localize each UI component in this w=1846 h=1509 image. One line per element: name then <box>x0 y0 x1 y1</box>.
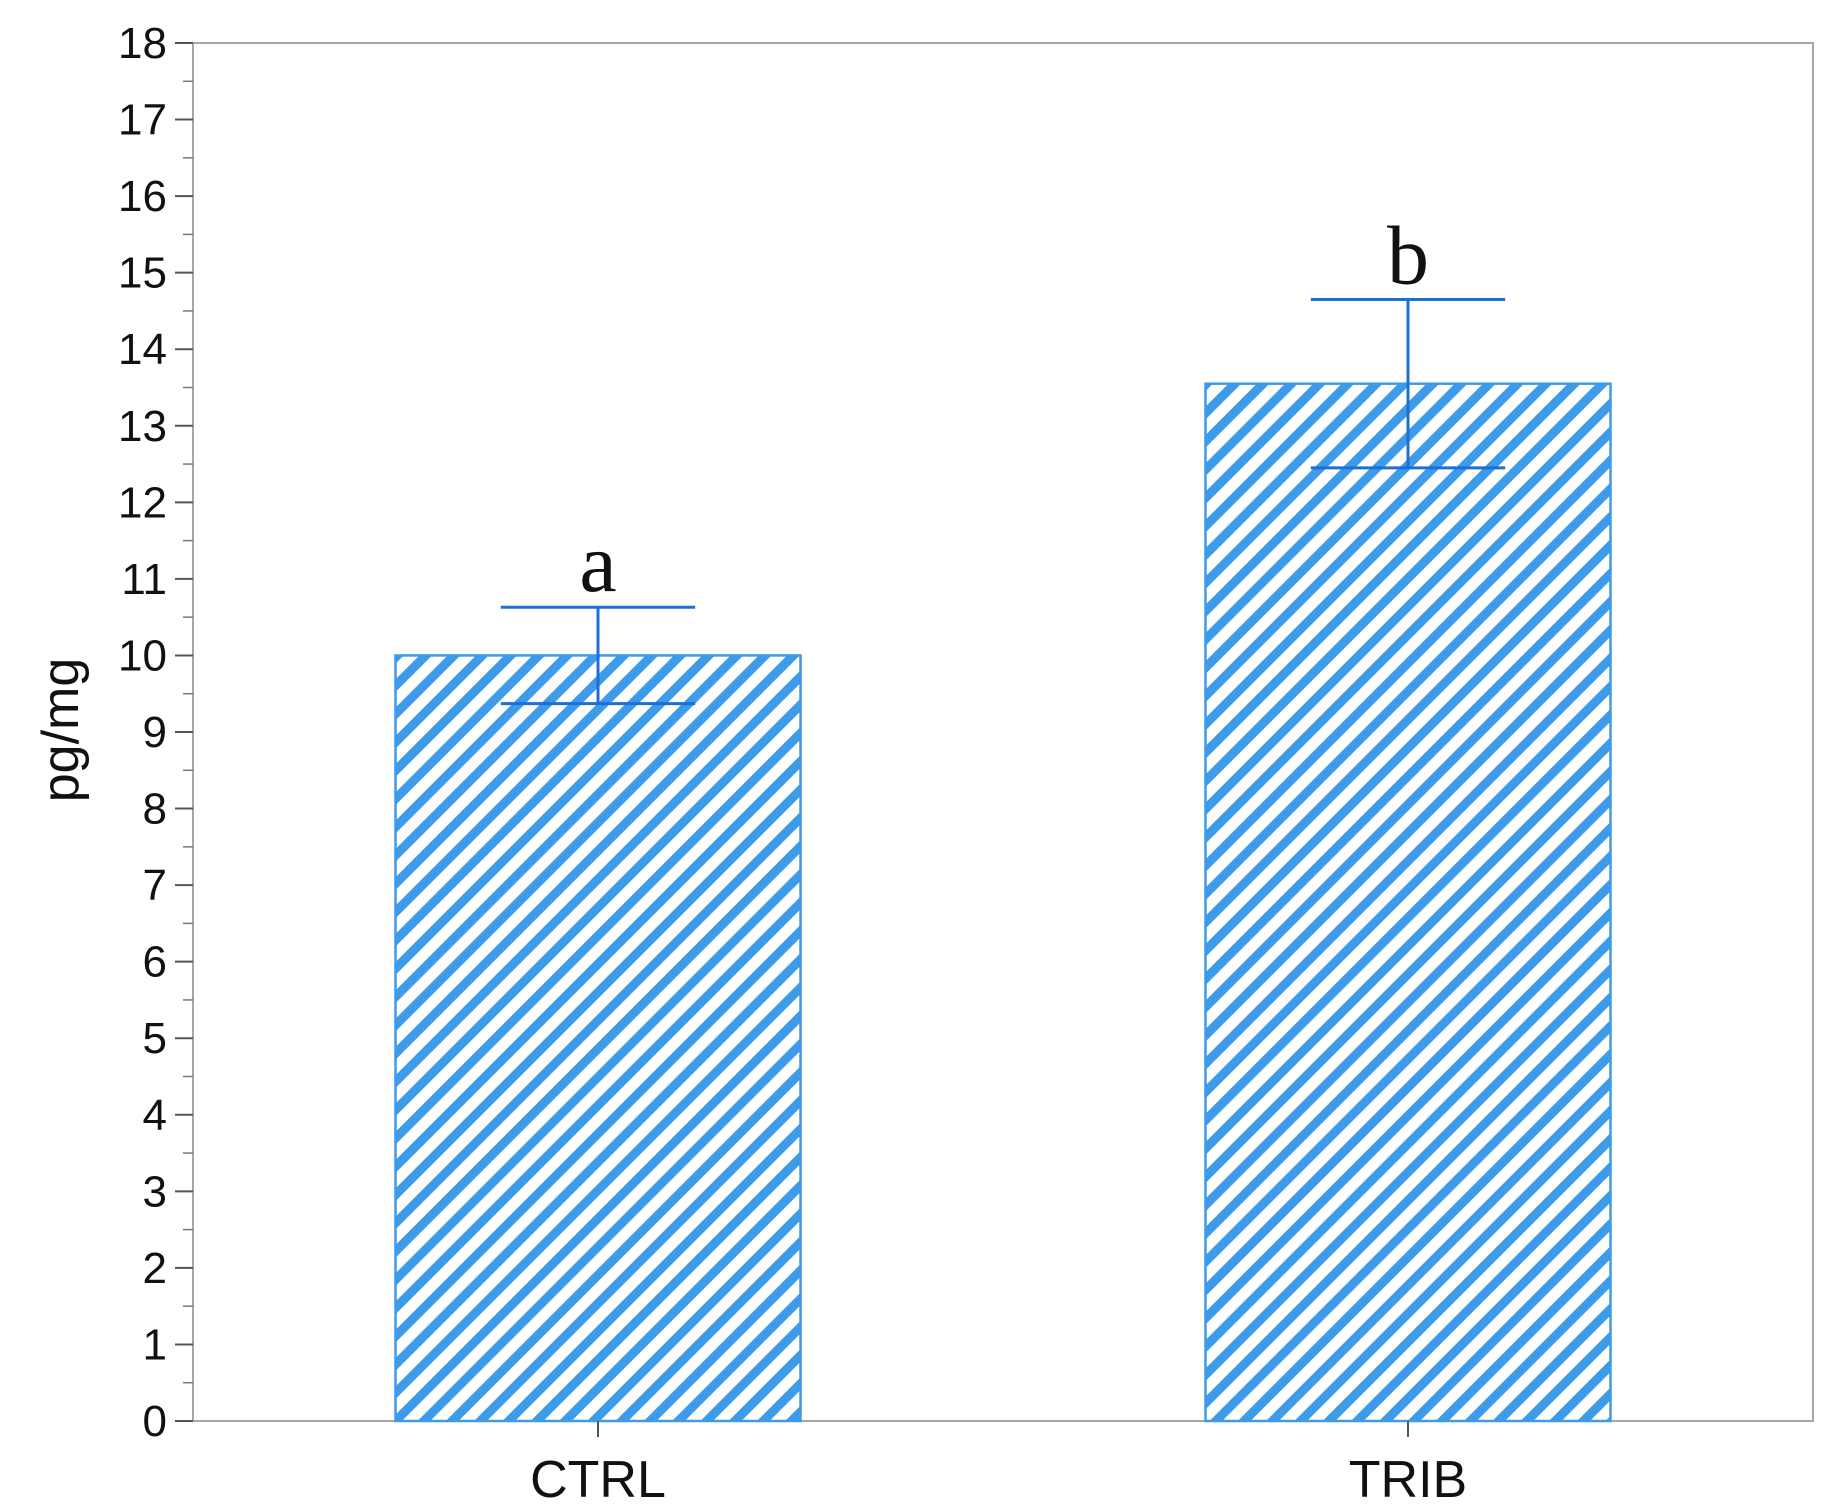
y-tick-label: 8 <box>143 785 167 834</box>
y-tick-label: 17 <box>118 96 167 145</box>
x-tick-label-ctrl: CTRL <box>530 1451 666 1509</box>
y-tick-label: 4 <box>143 1091 167 1140</box>
error-bars <box>500 297 1506 706</box>
y-axis-title: pg/mg <box>32 658 90 803</box>
bar-ctrl <box>394 654 802 1423</box>
x-tick-label-trib: TRIB <box>1349 1451 1467 1509</box>
significance-label-trib: b <box>1387 209 1429 302</box>
y-tick-label: 6 <box>143 938 167 987</box>
y-tick-label: 9 <box>143 708 167 757</box>
y-tick-label: 7 <box>143 861 167 910</box>
y-tick-label: 11 <box>121 555 167 604</box>
y-tick-label: 10 <box>118 631 167 680</box>
bar-trib <box>1204 382 1612 1423</box>
y-tick-label: 15 <box>118 249 167 298</box>
y-tick-label: 12 <box>118 478 167 527</box>
y-tick-label: 16 <box>118 172 167 221</box>
y-tick-label: 2 <box>143 1244 167 1293</box>
bars <box>394 382 1612 1423</box>
y-tick-label: 5 <box>143 1014 167 1063</box>
y-tick-label: 18 <box>118 19 167 68</box>
y-tick-label: 0 <box>143 1397 167 1446</box>
x-axis: CTRL TRIB <box>530 1421 1467 1509</box>
significance-label-ctrl: a <box>579 517 616 610</box>
y-tick-label: 1 <box>143 1320 167 1369</box>
y-tick-label: 13 <box>118 402 167 451</box>
y-tick-label: 3 <box>143 1167 167 1216</box>
significance-labels: ab <box>579 209 1429 610</box>
y-tick-label: 14 <box>118 325 167 374</box>
